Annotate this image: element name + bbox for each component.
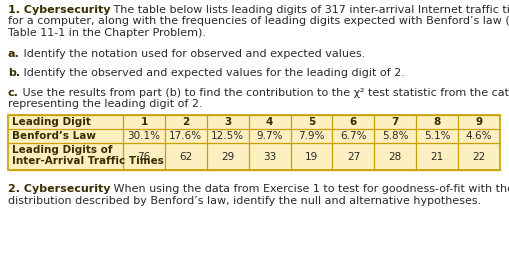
Text: 6.7%: 6.7% [340, 131, 366, 141]
Text: 3: 3 [224, 117, 232, 127]
Text: 9: 9 [475, 117, 483, 127]
Text: Benford’s Law: Benford’s Law [12, 131, 96, 141]
Text: 30.1%: 30.1% [127, 131, 160, 141]
Text: When using the data from Exercise 1 to test for goodness-of-fit with the: When using the data from Exercise 1 to t… [110, 184, 509, 194]
Text: 9.7%: 9.7% [257, 131, 283, 141]
Text: 21: 21 [431, 152, 444, 163]
Text: 1: 1 [140, 117, 148, 127]
Text: 8: 8 [434, 117, 441, 127]
Text: 4: 4 [266, 117, 273, 127]
Text: 28: 28 [389, 152, 402, 163]
Text: 1. Cybersecurity: 1. Cybersecurity [8, 5, 110, 15]
Text: 12.5%: 12.5% [211, 131, 244, 141]
Text: Identify the notation used for observed and expected values.: Identify the notation used for observed … [20, 49, 365, 59]
Text: distribution described by Benford’s law, identify the null and alternative hypot: distribution described by Benford’s law,… [8, 196, 481, 206]
Bar [8, 116, 500, 170]
Text: 76: 76 [137, 152, 151, 163]
Text: 19: 19 [305, 152, 318, 163]
Text: Inter-Arrival Traffic Times: Inter-Arrival Traffic Times [12, 156, 164, 166]
Text: 27: 27 [347, 152, 360, 163]
Text: 7: 7 [391, 117, 399, 127]
Text: 17.6%: 17.6% [169, 131, 203, 141]
Text: Identify the observed and expected values for the leading digit of 2.: Identify the observed and expected value… [20, 68, 405, 78]
Text: 29: 29 [221, 152, 234, 163]
Text: Table 11-1 in the Chapter Problem).: Table 11-1 in the Chapter Problem). [8, 28, 206, 38]
Text: b.: b. [8, 68, 20, 78]
Text: Leading Digit: Leading Digit [12, 117, 91, 127]
Text: c.: c. [8, 88, 19, 98]
Text: a.: a. [8, 49, 20, 59]
Text: representing the leading digit of 2.: representing the leading digit of 2. [8, 99, 203, 109]
Text: 62: 62 [179, 152, 192, 163]
Text: 2. Cybersecurity: 2. Cybersecurity [8, 184, 110, 194]
Text: The table below lists leading digits of 317 inter-arrival Internet traffic times: The table below lists leading digits of … [110, 5, 509, 15]
Text: 7.9%: 7.9% [298, 131, 325, 141]
Text: 22: 22 [472, 152, 486, 163]
Text: 5: 5 [308, 117, 315, 127]
Text: 4.6%: 4.6% [466, 131, 492, 141]
Text: 5.1%: 5.1% [424, 131, 450, 141]
Text: 6: 6 [350, 117, 357, 127]
Text: for a computer, along with the frequencies of leading digits expected with Benfo: for a computer, along with the frequenci… [8, 16, 509, 26]
Text: Use the results from part (b) to find the contribution to the χ² test statistic : Use the results from part (b) to find th… [19, 88, 509, 98]
Text: 5.8%: 5.8% [382, 131, 409, 141]
Text: 33: 33 [263, 152, 276, 163]
Text: Leading Digits of: Leading Digits of [12, 145, 112, 155]
Text: 2: 2 [182, 117, 189, 127]
